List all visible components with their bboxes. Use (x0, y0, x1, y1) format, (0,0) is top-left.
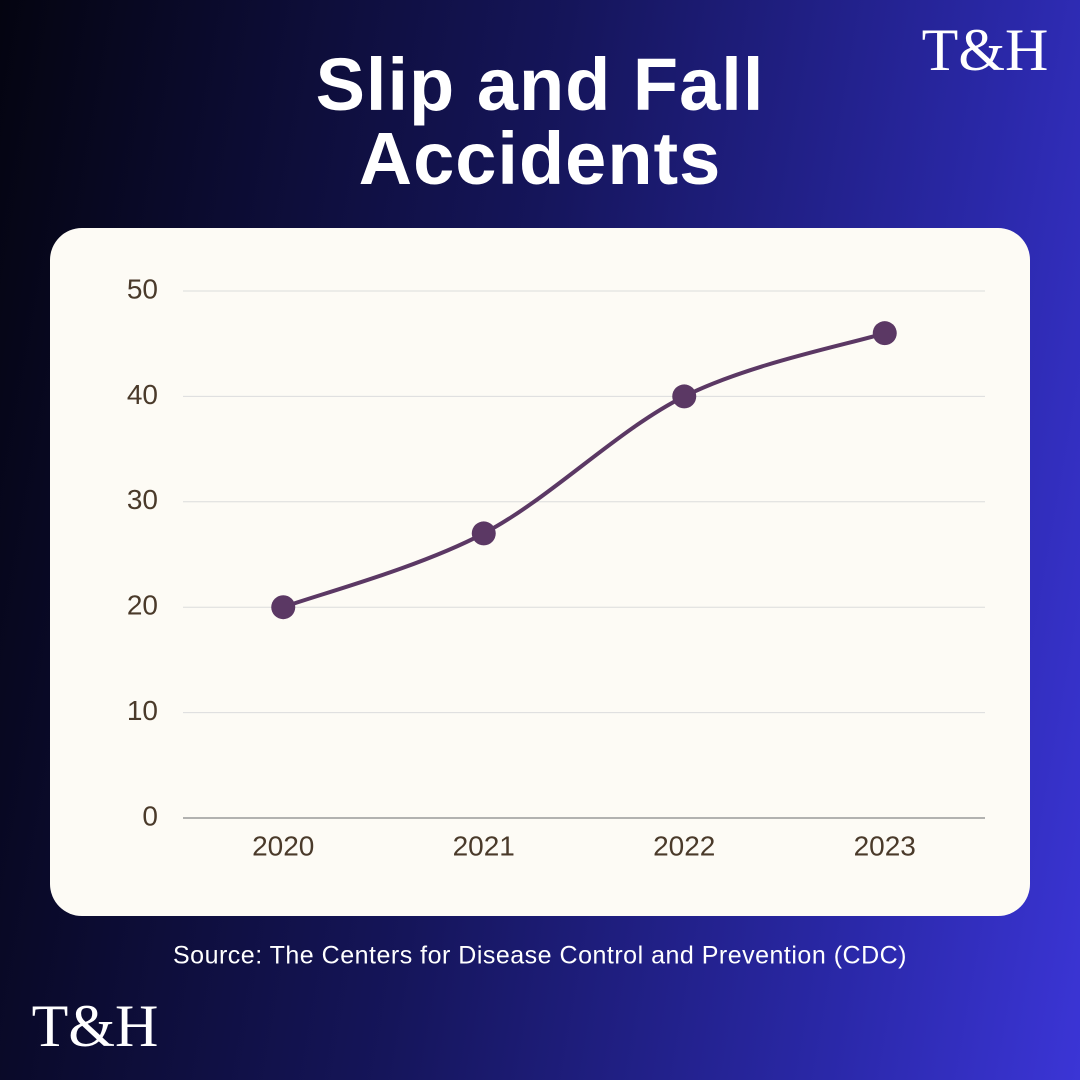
point (672, 384, 697, 409)
y-tick-label: 0 (142, 800, 158, 831)
y-tick-label: 30 (127, 484, 158, 515)
logo: T&H (32, 993, 159, 1059)
y-tick-label: 40 (127, 379, 158, 410)
y-tick-label: 10 (127, 695, 158, 726)
point (471, 521, 496, 546)
x-tick-label: 2021 (453, 830, 515, 861)
source: Source: The Centers for Disease Control … (173, 942, 907, 970)
x-tick-label: 2022 (653, 830, 715, 861)
x-tick-label: 2023 (854, 830, 916, 861)
line (282, 331, 886, 610)
x-tick-label: 2020 (252, 830, 314, 861)
y-tick-label: 50 (127, 273, 158, 304)
chart-title: Slip and Fall Accidents (315, 43, 765, 200)
point (271, 595, 296, 620)
point (872, 321, 897, 346)
y-tick-label: 20 (127, 590, 158, 621)
logo: T&H (922, 17, 1049, 83)
card (50, 228, 1030, 916)
